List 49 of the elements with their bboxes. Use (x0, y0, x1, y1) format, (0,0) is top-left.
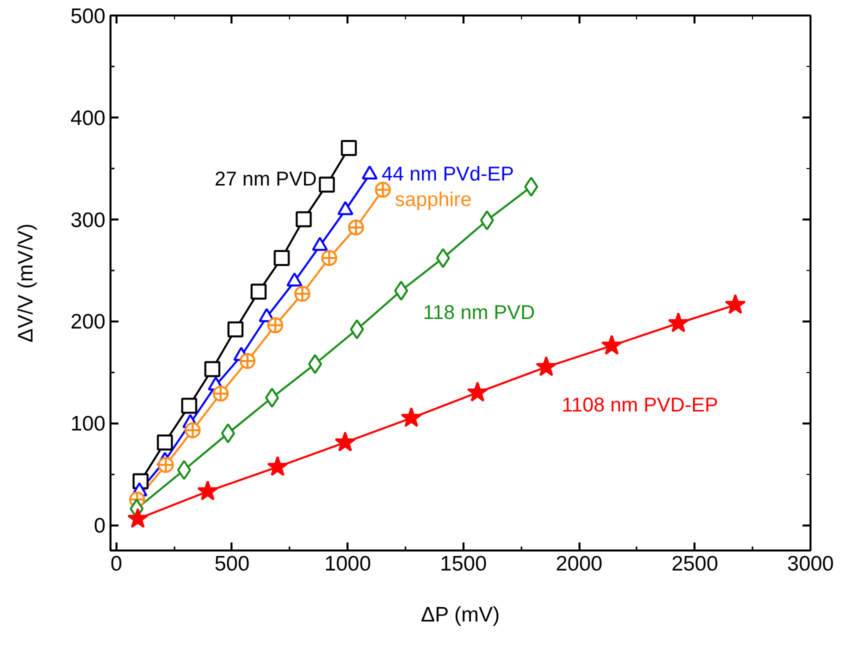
point (227, 321, 244, 338)
point (400, 407, 422, 428)
point (221, 423, 236, 444)
point (536, 356, 557, 376)
point (724, 294, 746, 314)
point (177, 460, 192, 480)
point (436, 248, 450, 268)
y-tick-label: 100 (70, 412, 106, 436)
point (197, 480, 218, 500)
y-tick-label: 0 (94, 514, 106, 538)
series-label: 118 nm PVD (423, 302, 535, 324)
point (668, 312, 689, 332)
series-label: 27 nm PVD (214, 168, 317, 191)
point (265, 388, 280, 408)
point (340, 140, 357, 156)
point (274, 250, 290, 266)
x-tick-label: 0 (110, 552, 122, 576)
y-tick-label: 400 (70, 106, 106, 130)
point (348, 219, 364, 236)
point (350, 319, 364, 340)
series-label: 44 nm PVd-EP (382, 163, 514, 186)
point (204, 361, 220, 378)
point (524, 176, 538, 197)
y-axis-title: ΔV/V (mV/V) (14, 223, 38, 343)
x-axis-title: ΔP (mV) (420, 604, 500, 626)
point (308, 354, 322, 374)
series-label: 1108 nm PVD-EP (562, 394, 718, 417)
x-tick-label: 1000 (324, 552, 372, 576)
x-tick-label: 1500 (440, 552, 487, 576)
point (601, 334, 622, 355)
series-label: sapphire (394, 188, 472, 211)
point (127, 508, 148, 528)
y-tick-label: 300 (70, 208, 106, 232)
point (156, 434, 173, 450)
y-tick-label: 200 (70, 310, 106, 334)
y-tick-label: 500 (70, 5, 106, 28)
point (334, 431, 356, 452)
x-tick-label: 2000 (556, 552, 602, 576)
point (296, 211, 312, 228)
point (480, 210, 494, 230)
point (394, 280, 408, 301)
point (318, 176, 335, 193)
point (267, 456, 288, 476)
x-tick-label: 2500 (671, 552, 718, 576)
point (181, 398, 198, 414)
point (250, 284, 267, 300)
x-tick-label: 3000 (787, 552, 834, 576)
x-tick-label: 500 (214, 552, 250, 576)
point (467, 382, 488, 402)
